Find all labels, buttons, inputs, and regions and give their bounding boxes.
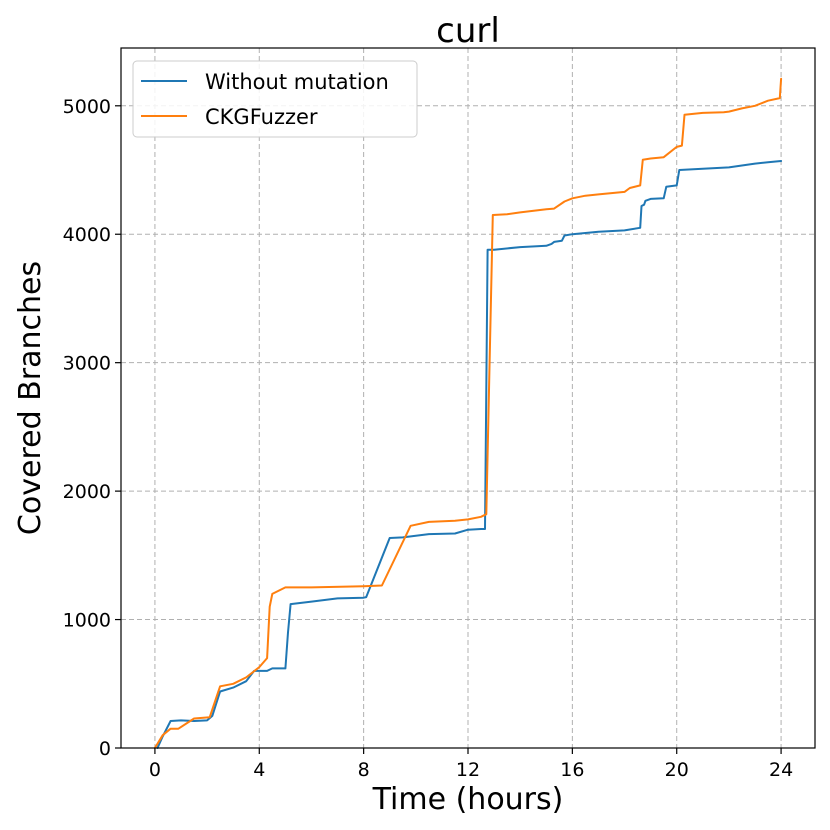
legend-label-ckgfuzzer: CKGFuzzer [205,105,318,129]
x-axis-label: Time (hours) [372,782,564,817]
x-tick-label: 20 [665,759,689,781]
x-tick-label: 24 [769,759,793,781]
x-tick-label: 0 [149,759,161,781]
legend-box [132,60,418,138]
x-tick-label: 4 [253,759,265,781]
y-tick-label: 1000 [63,610,111,632]
y-tick-label: 5000 [63,96,111,118]
legend: Without mutation CKGFuzzer [132,60,418,138]
y-tick-label: 0 [99,738,111,760]
series-line-without-mutation [156,160,783,749]
legend-label-without-mutation: Without mutation [205,70,389,94]
chart-title: curl [436,11,500,51]
x-tick-label: 8 [358,759,370,781]
plot-series [153,77,783,749]
y-tick-label: 2000 [63,481,111,503]
y-tick-label: 3000 [63,353,111,375]
axis-ticks: 0 4 8 12 16 20 24 0 1000 2000 3000 4000 5000 [63,96,794,781]
x-tick-label: 16 [560,759,584,781]
y-axis-label: Covered Branches [13,261,48,535]
y-tick-label: 4000 [63,224,111,246]
x-tick-label: 12 [456,759,480,781]
series-line-ckgfuzzer [153,77,783,749]
